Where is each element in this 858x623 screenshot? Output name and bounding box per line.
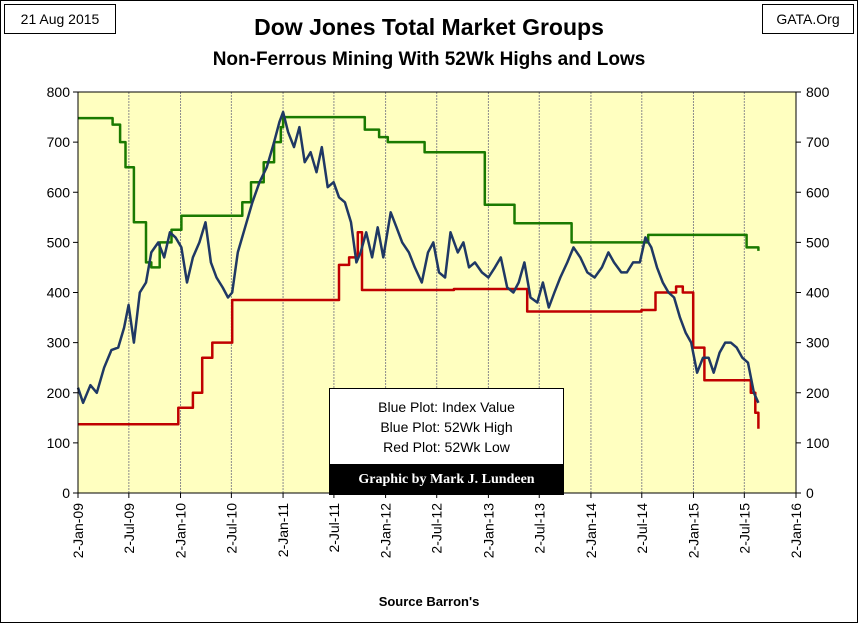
series-52wk-low-line [78, 231, 760, 429]
y-tick-label-right: 700 [806, 134, 830, 150]
legend-box: Blue Plot: Index Value Blue Plot: 52Wk H… [329, 388, 564, 465]
x-tick-label: 2-Jan-15 [685, 503, 701, 558]
y-tick-label: 300 [47, 335, 71, 351]
chart-subtitle: Non-Ferrous Mining With 52Wk Highs and L… [212, 49, 646, 70]
y-tick-label-right: 100 [806, 435, 830, 451]
y-tick-label: 800 [47, 84, 71, 100]
x-tick-label: 2-Jul-11 [326, 503, 342, 553]
y-tick-label: 0 [62, 485, 70, 501]
x-tick-label: 2-Jul-13 [531, 503, 547, 554]
y-tick-label-right: 800 [806, 84, 830, 100]
x-tick-label: 2-Jul-10 [223, 503, 239, 554]
chart-title: Dow Jones Total Market Groups [254, 14, 604, 40]
y-tick-label: 400 [47, 285, 71, 301]
y-tick-label: 200 [47, 385, 71, 401]
x-tick-label: 2-Jan-13 [480, 503, 496, 558]
x-tick-label: 2-Jan-10 [173, 503, 189, 558]
legend-line-index: Blue Plot: Index Value [378, 399, 515, 415]
source-note: Source Barron's [378, 594, 480, 609]
x-tick-label: 2-Jul-12 [429, 503, 445, 554]
series-52wk-high-line [78, 115, 760, 269]
x-tick-label: 2-Jul-15 [736, 503, 752, 554]
y-tick-label: 700 [47, 134, 71, 150]
x-tick-label: 2-Jan-14 [583, 503, 599, 558]
legend-line-high: Blue Plot: 52Wk High [380, 419, 513, 435]
series-layer [76, 110, 760, 429]
x-tick-label: 2-Jul-14 [634, 503, 650, 554]
y-tick-label-right: 500 [806, 234, 830, 250]
source-site-label: GATA.Org [762, 4, 854, 34]
series-index-line [76, 110, 760, 405]
x-tick-label: 2-Jan-12 [378, 503, 394, 558]
legend-line-low: Red Plot: 52Wk Low [383, 439, 510, 455]
date-label: 21 Aug 2015 [4, 4, 116, 34]
x-tick-label: 2-Jan-11 [275, 503, 291, 557]
x-tick-label: 2-Jan-16 [788, 503, 804, 558]
y-tick-label: 100 [47, 435, 71, 451]
y-tick-label: 500 [47, 234, 71, 250]
graphic-credit: Graphic by Mark J. Lundeen [329, 465, 564, 495]
y-tick-label: 600 [47, 184, 71, 200]
y-tick-label-right: 0 [806, 485, 814, 501]
y-tick-label-right: 300 [806, 335, 830, 351]
y-tick-label-right: 400 [806, 285, 830, 301]
x-tick-label: 2-Jan-09 [70, 503, 86, 558]
x-tick-label: 2-Jul-09 [121, 503, 137, 554]
y-tick-label-right: 600 [806, 184, 830, 200]
y-tick-label-right: 200 [806, 385, 830, 401]
